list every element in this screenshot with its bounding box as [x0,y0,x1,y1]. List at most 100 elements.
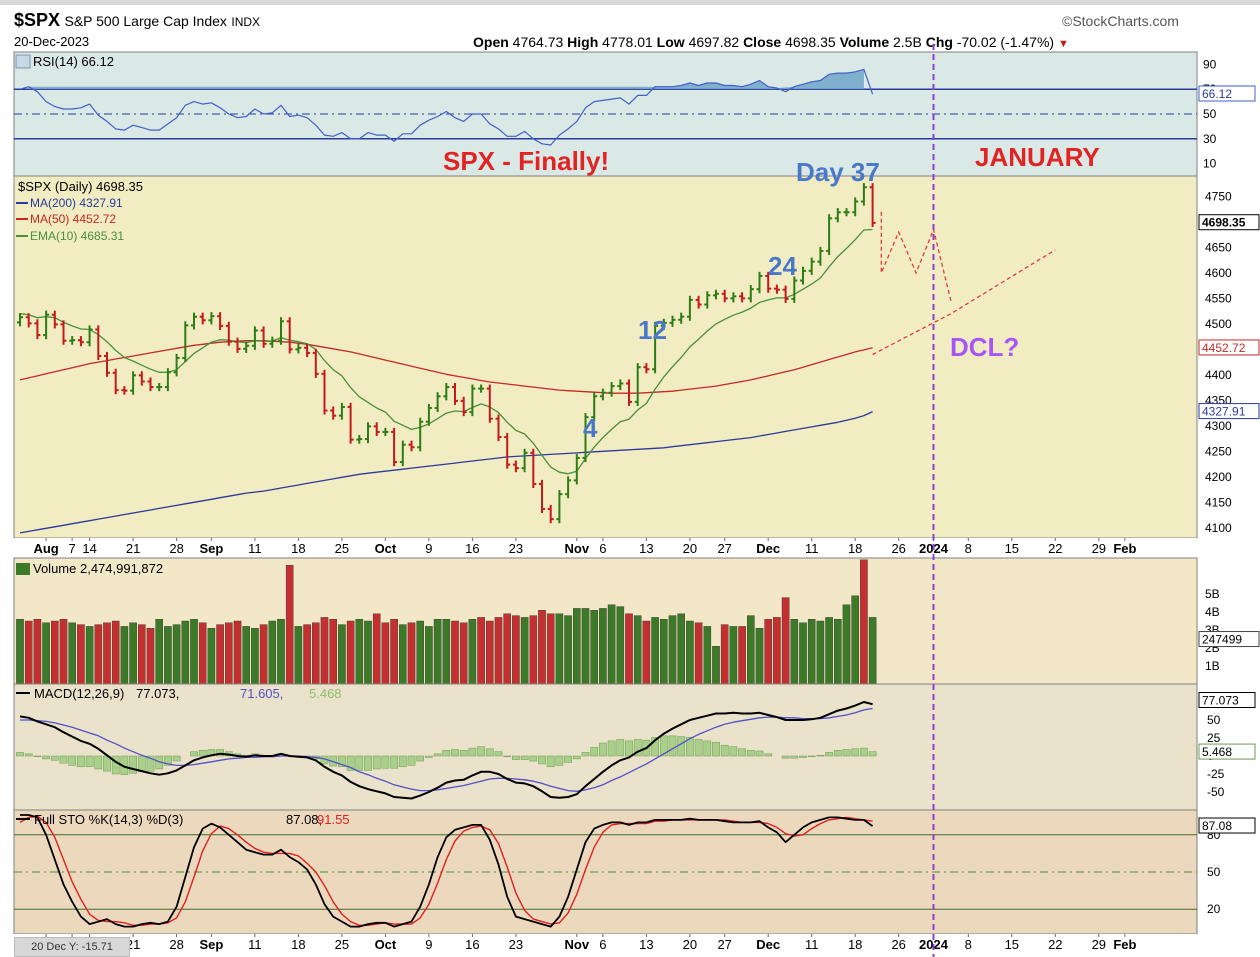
macd-histogram-bar [477,746,485,757]
macd-histogram-bar [764,753,773,757]
volume-bar [781,597,790,685]
date-axis-bottom-tick-label: Sep [199,937,223,952]
volume-bar [277,619,285,685]
volume-bar [338,624,346,685]
open-label: Open [473,34,509,50]
low-label: Low [656,34,685,50]
volume-bar [425,626,433,685]
macd-histogram-bar [668,735,677,757]
date-axis-bottom-tick-label: 23 [509,937,523,952]
volume-bar [529,615,538,685]
macd-histogram-bar [433,753,442,757]
volume-tick-label: 1B [1205,659,1220,673]
volume-bar [224,622,233,685]
date-axis-top-tick-label: 22 [1048,541,1062,556]
symbol-header: $SPX S&P 500 Large Cap Index INDX [14,10,260,31]
ema10-legend: EMA(10) 4685.31 [30,229,124,243]
date-axis-top-tick-label: 28 [169,541,183,556]
volume-panel-icon [16,563,30,575]
volume-bar [355,619,364,685]
price-tick-label: 4400 [1205,368,1232,382]
volume-bar [834,619,842,685]
macd-histogram-bar [746,749,755,757]
volume-bar [103,622,111,685]
macd-title: MACD(12,26,9) [34,686,124,701]
macd-histogram-bar [16,752,24,757]
volume-bar [285,565,294,685]
price-tick-label: 4300 [1205,419,1232,433]
chg-down-icon: ▼ [1057,38,1069,50]
volume-bar [51,620,59,685]
volume-bar [703,626,712,685]
macd-histogram-bar [781,755,790,759]
volume-bar [303,624,311,685]
macd-histogram-bar [494,751,503,757]
volume-bar [520,617,529,685]
macd-histogram-bar [68,755,77,766]
volume-bar [512,615,520,685]
macd-histogram-bar [599,742,607,757]
volume-bar [312,622,320,685]
price-tick-label: 4550 [1205,291,1232,305]
volume-bar [842,604,851,685]
macd-histogram-bar [77,755,85,768]
low-value: 4697.82 [688,34,740,50]
volume-bar [459,622,468,685]
volume-bar [59,619,68,685]
volume-bar [146,628,155,685]
macd-histogram-bar [42,755,50,760]
browser-tab-strip [0,0,1260,5]
volume-bar [251,628,259,685]
date-axis-bottom-bg [14,934,1197,957]
volume-bar [660,619,668,685]
high-value: 4778.01 [602,34,653,50]
volume-bar [120,626,129,685]
volume-bar [346,620,355,685]
volume-value: 2.5B [893,34,922,50]
price-title: $SPX (Daily) 4698.35 [18,179,143,194]
volume-bar [77,624,85,685]
date-axis-top-tick-label: 13 [639,541,653,556]
volume-bar [712,646,720,685]
volume-bar [477,617,485,685]
volume-bar [33,619,42,685]
date-axis-bottom-tick-label: Feb [1113,937,1136,952]
volume-bar [686,620,694,685]
macd-histogram-bar [33,755,42,757]
ma200-line [19,411,873,534]
macd-histogram-bar [860,747,868,757]
volume-bar [625,613,633,685]
rsi-last-box [1198,85,1256,102]
macd-histogram-bar [868,751,877,757]
volume-bar [198,622,207,685]
volume-bar [407,622,416,685]
volume-bar [851,595,859,685]
date-axis-top-tick-label: Dec [756,541,780,556]
date-axis-bottom-tick-label: Dec [756,937,780,952]
volume-bar [764,619,772,685]
macd-tick-label: -50 [1207,785,1225,799]
volume-bar [372,613,381,685]
annotation-24: 24 [768,251,797,281]
volume-bar [16,619,24,685]
price-tick-label: 4150 [1205,495,1232,509]
macd-histogram-bar [398,755,407,768]
rsi-title: RSI(14) 66.12 [33,54,114,69]
volume-bar [268,620,277,685]
volume-bar [694,622,703,685]
volume-bar [24,620,33,685]
macd-histogram-bar [355,755,364,771]
volume-bar [807,619,816,685]
macd-histogram-bar [198,749,207,757]
annotation-12: 12 [638,315,667,345]
date-axis-top-tick-label: 23 [509,541,523,556]
date-axis-top-tick-label: 27 [717,541,731,556]
volume-bar [590,610,598,685]
brand-label[interactable]: ©StockCharts.com [1062,13,1179,29]
price-last-label-box [1198,214,1260,231]
rsi-last-label: 66.12 [1202,87,1232,101]
macd-histogram-bar [755,750,764,757]
date-axis-bottom-tick-label: 22 [1048,937,1062,952]
macd-signal-line [20,707,873,792]
